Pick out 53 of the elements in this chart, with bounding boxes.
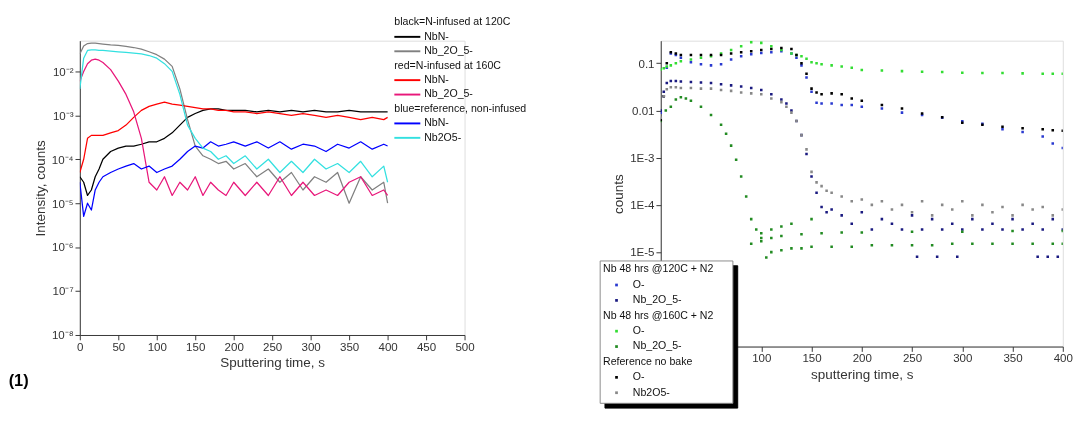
- annotation: Nb 48 hrs @120C + N2: [603, 262, 714, 275]
- x-tick-label: 400: [1053, 352, 1073, 365]
- x-axis-title: Sputtering time, s: [220, 355, 326, 371]
- y-tick-label: 1E-4: [630, 199, 656, 212]
- legend-label: Nb_2O_5-: [632, 293, 683, 306]
- y-tick-label: 10⁻⁷: [52, 285, 74, 298]
- x-tick-label: 150: [802, 352, 822, 365]
- x-tick-label: 50: [112, 340, 126, 353]
- legend-label: NbN-: [424, 73, 450, 86]
- x-tick-label: 0: [77, 340, 84, 353]
- text: Reference no bake: [603, 354, 693, 367]
- y-tick-label: 10⁻⁵: [51, 197, 74, 210]
- y-tick-label: 10⁻⁶: [52, 241, 74, 254]
- y-tick-label: 1E-5: [630, 246, 655, 259]
- x-tick-label: 350: [339, 340, 360, 353]
- legend-label: NbN-: [424, 29, 450, 42]
- y-tick-label: 10⁻³: [52, 109, 74, 122]
- text: (1): [8, 370, 29, 389]
- y-tick-label: 10⁻²: [52, 65, 74, 78]
- y-tick-label: 0.1: [638, 57, 655, 70]
- x-tick-label: 250: [263, 340, 283, 353]
- x-tick-label: 250: [902, 352, 923, 365]
- x-axis-title: sputtering time, s: [811, 366, 914, 382]
- legend-label: O-: [632, 370, 646, 383]
- x-tick-label: 200: [852, 352, 872, 365]
- annotation: red=N-infused at 160C: [394, 58, 502, 71]
- x-tick-label: 300: [953, 352, 973, 365]
- y-axis-title: Intensity, counts: [33, 139, 49, 237]
- x-tick-label: 300: [301, 340, 321, 353]
- y-tick-label: 0.01: [632, 104, 655, 117]
- y-tick-label: 10⁻⁸: [51, 329, 74, 342]
- x-tick-label: 500: [455, 340, 475, 353]
- annotation: Nb 48 hrs @160C + N2: [603, 308, 714, 321]
- text: black=N-infused at 120C: [394, 15, 511, 28]
- legend-label: Nb_2O_5-: [632, 339, 683, 352]
- legend-label: NbN-: [424, 116, 450, 129]
- x-tick-label: 150: [186, 340, 206, 353]
- legend-label: O-: [632, 277, 646, 290]
- legend-label: O-: [632, 324, 646, 337]
- legend-label: Nb2O5-: [632, 385, 671, 398]
- y-tick-label: 10⁻⁴: [51, 153, 74, 166]
- x-tick-label: 350: [1003, 352, 1023, 365]
- y-tick-label: 1E-3: [630, 152, 655, 164]
- x-tick-label: 100: [752, 352, 772, 365]
- x-tick-label: 200: [224, 340, 244, 353]
- x-tick-label: 450: [416, 340, 437, 353]
- x-tick-label: 100: [147, 340, 167, 353]
- legend-label: Nb_2O_5-: [424, 44, 474, 57]
- x-tick-label: 400: [378, 340, 398, 353]
- annotation: blue=reference, non-infused: [394, 101, 527, 114]
- legend-label: Nb_2O_5-: [424, 87, 474, 100]
- y-axis-title: counts: [611, 174, 627, 214]
- legend-label: Nb2O5-: [424, 130, 462, 143]
